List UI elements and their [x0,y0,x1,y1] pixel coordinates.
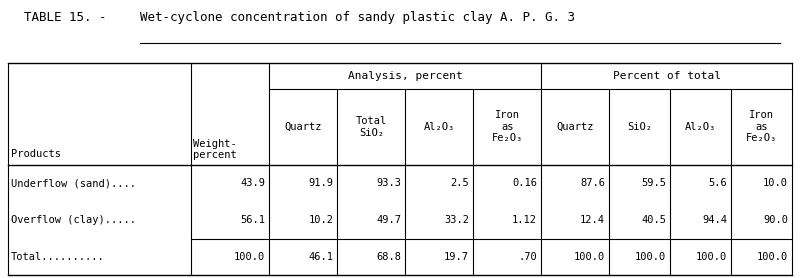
Text: 43.9: 43.9 [240,178,266,188]
Text: Quartz: Quartz [285,122,322,132]
Text: 0.16: 0.16 [512,178,537,188]
Text: Total..........: Total.......... [11,252,105,262]
Text: 10.2: 10.2 [308,215,334,225]
Text: Al₂O₃: Al₂O₃ [685,122,716,132]
Text: 5.6: 5.6 [708,178,727,188]
Text: 49.7: 49.7 [376,215,402,225]
Text: Wet-cyclone concentration of sandy plastic clay A. P. G. 3: Wet-cyclone concentration of sandy plast… [140,11,575,24]
Text: 40.5: 40.5 [641,215,666,225]
Text: 100.0: 100.0 [634,252,666,262]
Text: Iron
as
Fe₂O₃: Iron as Fe₂O₃ [491,110,522,143]
Text: 100.0: 100.0 [574,252,605,262]
Text: Underflow (sand)....: Underflow (sand).... [11,178,136,188]
Text: 94.4: 94.4 [702,215,727,225]
Text: Quartz: Quartz [556,122,594,132]
Text: 10.0: 10.0 [763,178,788,188]
Text: 68.8: 68.8 [376,252,402,262]
Text: 100.0: 100.0 [757,252,788,262]
Text: 2.5: 2.5 [450,178,469,188]
Text: Percent of total: Percent of total [613,71,721,81]
Text: 100.0: 100.0 [234,252,266,262]
Text: 12.4: 12.4 [580,215,605,225]
Text: 46.1: 46.1 [308,252,334,262]
Text: 87.6: 87.6 [580,178,605,188]
Text: Total
SiO₂: Total SiO₂ [356,116,387,138]
Text: 33.2: 33.2 [444,215,469,225]
Text: 56.1: 56.1 [240,215,266,225]
Text: Products: Products [11,149,61,159]
Text: 93.3: 93.3 [376,178,402,188]
Text: 59.5: 59.5 [641,178,666,188]
Text: Overflow (clay).....: Overflow (clay)..... [11,215,136,225]
Text: 100.0: 100.0 [696,252,727,262]
Text: Al₂O₃: Al₂O₃ [423,122,455,132]
Text: 19.7: 19.7 [444,252,469,262]
Text: Analysis, percent: Analysis, percent [348,71,462,81]
Text: 90.0: 90.0 [763,215,788,225]
Text: Weight-
percent: Weight- percent [194,139,237,160]
Text: 91.9: 91.9 [308,178,334,188]
Text: Iron
as
Fe₂O₃: Iron as Fe₂O₃ [746,110,777,143]
Text: TABLE 15. -: TABLE 15. - [24,11,114,24]
Text: SiO₂: SiO₂ [627,122,652,132]
Text: 1.12: 1.12 [512,215,537,225]
Text: .70: .70 [518,252,537,262]
